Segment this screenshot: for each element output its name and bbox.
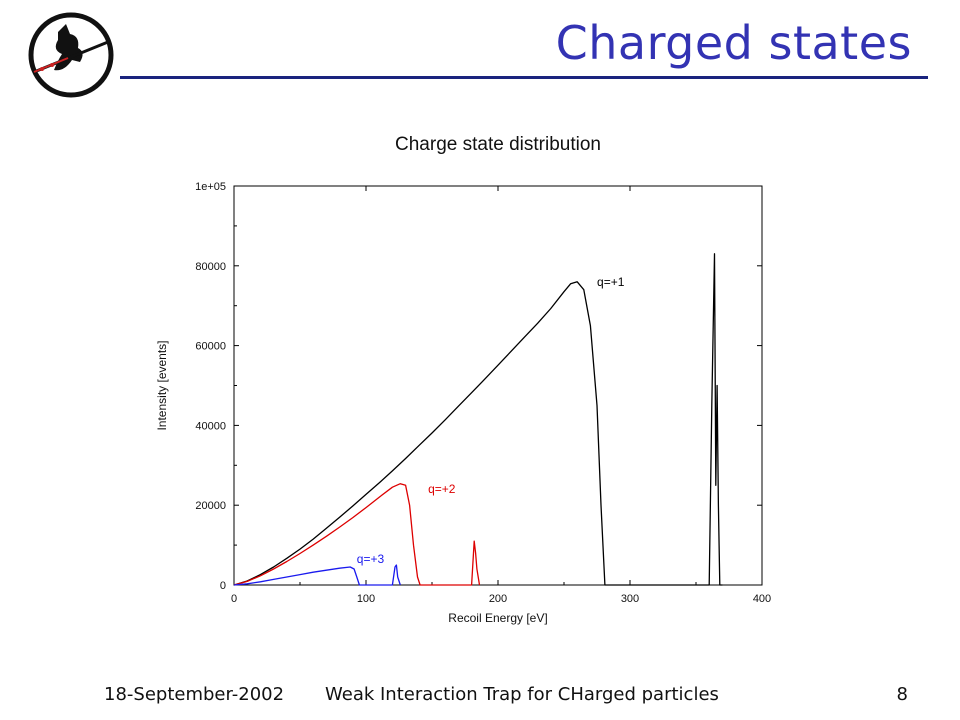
title-rule <box>120 76 928 79</box>
y-tick-label: 60000 <box>195 341 226 353</box>
chart-title: Charge state distribution <box>395 134 601 155</box>
series-line-q3 <box>233 564 401 586</box>
x-tick-label: 200 <box>489 593 507 605</box>
y-tick-label: 20000 <box>195 500 226 512</box>
page-number: 8 <box>896 684 908 705</box>
series-annotation: q=+2 <box>428 482 456 496</box>
witch-logo <box>28 12 114 98</box>
footer-title: Weak Interaction Trap for CHarged partic… <box>325 684 719 705</box>
plot-frame <box>233 185 763 586</box>
y-axis-label: Intensity [events] <box>155 340 169 430</box>
series-line-q2 <box>233 483 481 586</box>
y-tick-label: 40000 <box>195 420 226 432</box>
footer-date: 18-September-2002 <box>104 684 285 705</box>
y-tick-label: 0 <box>220 580 226 592</box>
witch-logo-graphic <box>28 12 114 98</box>
y-tick-label: 1e+05 <box>195 181 226 193</box>
slide-title: Charged states <box>555 16 912 70</box>
x-axis-label: Recoil Energy [eV] <box>448 611 547 625</box>
series-annotation: q=+3 <box>357 552 385 566</box>
series-line-q1 <box>233 253 723 586</box>
x-tick-label: 400 <box>753 593 771 605</box>
series-annotation: q=+1 <box>597 275 625 289</box>
x-tick-label: 100 <box>357 593 375 605</box>
x-tick-label: 0 <box>231 593 237 605</box>
x-tick-label: 300 <box>621 593 639 605</box>
y-tick-label: 80000 <box>195 261 226 273</box>
